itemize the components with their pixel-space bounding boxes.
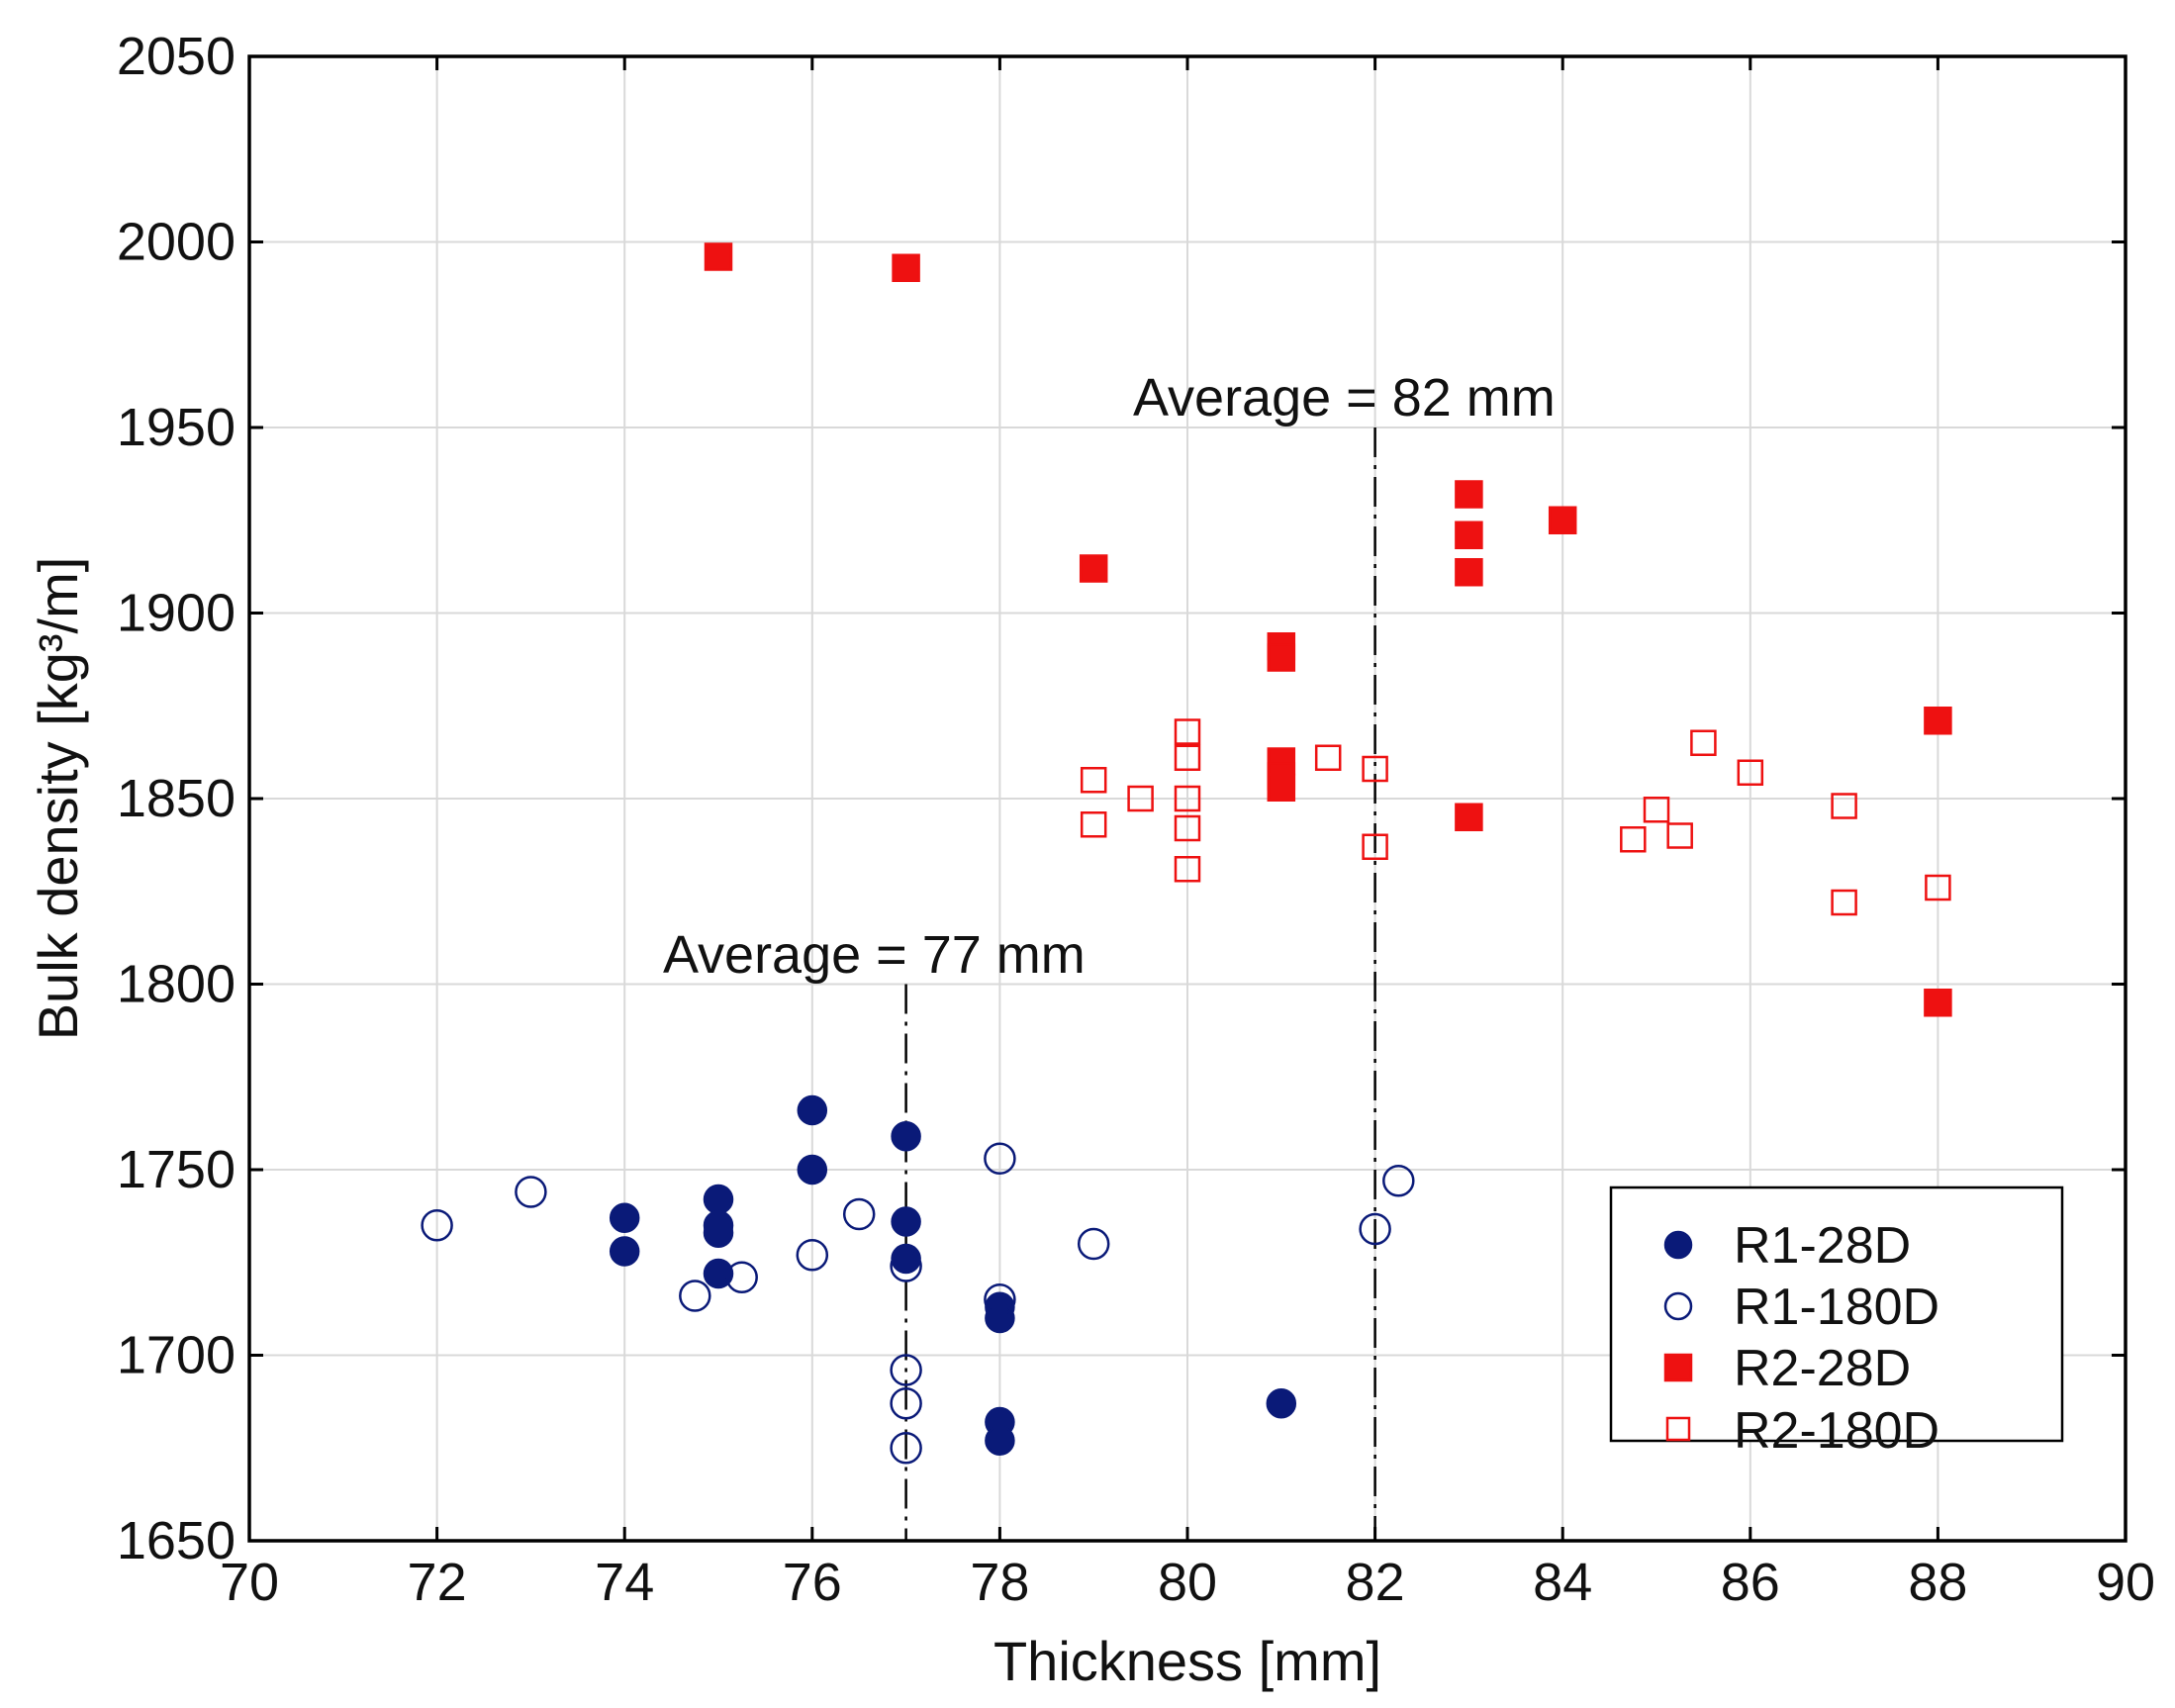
legend-marker-r2-180d bbox=[1665, 1416, 1691, 1442]
point-r1-180d bbox=[984, 1283, 1016, 1316]
x-tick-label: 88 bbox=[1908, 1553, 1967, 1612]
point-r2-180d bbox=[1080, 811, 1107, 838]
point-r1-180d bbox=[890, 1354, 922, 1386]
y-tick-label: 1800 bbox=[117, 955, 236, 1014]
point-r2-28d bbox=[1079, 554, 1108, 583]
point-r1-28d bbox=[891, 1206, 921, 1237]
point-r1-180d bbox=[515, 1176, 547, 1208]
legend-label-r2-180d: R2-180D bbox=[1734, 1402, 1939, 1460]
x-tick-label: 80 bbox=[1158, 1553, 1217, 1612]
point-r2-180d bbox=[1620, 826, 1647, 853]
point-r1-180d bbox=[890, 1250, 922, 1282]
point-r2-28d bbox=[1455, 558, 1483, 587]
legend-marker-r1-28d bbox=[1663, 1230, 1693, 1260]
point-r2-180d bbox=[1831, 793, 1857, 819]
point-r2-180d bbox=[1127, 785, 1154, 812]
point-r2-28d bbox=[1267, 773, 1296, 802]
x-axis-title: Thickness [mm] bbox=[993, 1630, 1381, 1692]
y-tick-label: 2050 bbox=[117, 27, 236, 86]
point-r1-180d bbox=[421, 1209, 453, 1242]
point-r2-180d bbox=[1362, 833, 1388, 860]
legend-marker-r1-180d bbox=[1663, 1291, 1693, 1321]
y-tick-label: 1700 bbox=[117, 1326, 236, 1385]
x-tick-label: 78 bbox=[970, 1553, 1029, 1612]
point-r2-180d bbox=[1831, 889, 1857, 916]
point-r2-180d bbox=[1080, 767, 1107, 794]
point-r1-28d bbox=[1266, 1388, 1297, 1419]
point-r2-28d bbox=[1455, 803, 1483, 831]
point-r1-28d bbox=[891, 1243, 921, 1275]
legend-label-r2-28d: R2-28D bbox=[1734, 1340, 1911, 1397]
point-r1-28d bbox=[703, 1184, 734, 1215]
point-r2-180d bbox=[1737, 759, 1764, 786]
point-r2-28d bbox=[1455, 521, 1483, 549]
point-r2-180d bbox=[1314, 744, 1342, 771]
point-r2-180d bbox=[1174, 856, 1201, 883]
point-r1-180d bbox=[1359, 1212, 1391, 1246]
x-tick-label: 82 bbox=[1346, 1553, 1405, 1612]
data-points bbox=[421, 242, 1952, 1465]
y-tick-label: 2000 bbox=[117, 213, 236, 272]
x-tick-label: 74 bbox=[595, 1553, 654, 1612]
point-r1-28d bbox=[797, 1154, 828, 1186]
average-lines bbox=[904, 427, 1376, 1541]
legend-marker-r2-28d bbox=[1663, 1353, 1693, 1382]
point-r1-28d bbox=[985, 1425, 1015, 1456]
average-annotation-r1: Average = 77 mm bbox=[663, 925, 1086, 985]
point-r1-28d bbox=[703, 1217, 734, 1248]
tick-labels: 70 72 74 76 78 80 82 84 86 88 90 1650 1700 1750 1800 18… bbox=[117, 27, 2155, 1612]
point-r1-180d bbox=[842, 1197, 876, 1231]
x-tick-label: 90 bbox=[2096, 1553, 2155, 1612]
x-tick-label: 84 bbox=[1533, 1553, 1592, 1612]
point-r2-180d bbox=[1174, 718, 1201, 745]
axis-ticks bbox=[247, 54, 2128, 1543]
point-r1-180d bbox=[984, 1142, 1016, 1175]
point-r2-28d bbox=[1924, 989, 1952, 1017]
point-r2-180d bbox=[1174, 785, 1201, 812]
y-tick-label: 1650 bbox=[117, 1511, 236, 1570]
legend-label-r1-180d: R1-180D bbox=[1734, 1279, 1939, 1336]
point-r1-28d bbox=[703, 1258, 734, 1289]
point-r1-180d bbox=[796, 1239, 829, 1272]
point-r2-180d bbox=[1174, 744, 1201, 771]
point-r2-180d bbox=[1690, 729, 1717, 756]
point-r1-28d bbox=[609, 1236, 640, 1267]
point-r1-180d bbox=[890, 1432, 922, 1465]
point-r1-180d bbox=[679, 1280, 711, 1312]
point-r2-180d bbox=[1643, 797, 1670, 823]
point-r1-180d bbox=[1077, 1227, 1110, 1261]
point-r2-28d bbox=[1267, 643, 1296, 672]
x-tick-label: 86 bbox=[1721, 1553, 1780, 1612]
point-r2-28d bbox=[892, 253, 920, 282]
x-tick-label: 72 bbox=[408, 1553, 467, 1612]
y-tick-label: 1750 bbox=[117, 1140, 236, 1199]
legend-label-r1-28d: R1-28D bbox=[1734, 1217, 1911, 1275]
point-r1-28d bbox=[891, 1121, 921, 1152]
point-r2-180d bbox=[1925, 874, 1951, 901]
y-tick-label: 1950 bbox=[117, 398, 236, 457]
point-r1-28d bbox=[797, 1094, 828, 1126]
point-r1-180d bbox=[725, 1261, 758, 1293]
x-tick-label: 76 bbox=[783, 1553, 842, 1612]
point-r1-28d bbox=[609, 1202, 640, 1233]
point-r2-28d bbox=[1924, 707, 1952, 735]
y-tick-label: 1900 bbox=[117, 584, 236, 643]
legend-box bbox=[1609, 1186, 2064, 1443]
point-r1-180d bbox=[890, 1387, 922, 1420]
average-annotation-r2: Average = 82 mm bbox=[1133, 368, 1556, 427]
y-axis-title: Bulk density [kg³/m] bbox=[27, 557, 89, 1041]
point-r2-180d bbox=[1666, 822, 1693, 849]
y-tick-label: 1850 bbox=[117, 769, 236, 828]
point-r2-28d bbox=[1455, 480, 1483, 509]
point-r2-28d bbox=[704, 242, 733, 271]
point-r1-180d bbox=[1382, 1165, 1415, 1197]
x-tick-label: 70 bbox=[220, 1553, 279, 1612]
point-r2-180d bbox=[1362, 755, 1388, 783]
legend: R1-28D R1-180D R2-28D R2-180D bbox=[1609, 1186, 2064, 1460]
annotations: Average = 77 mm Average = 82 mm bbox=[663, 368, 1556, 985]
point-r2-28d bbox=[1548, 506, 1577, 534]
point-r1-28d bbox=[985, 1302, 1015, 1334]
point-r2-180d bbox=[1174, 814, 1201, 842]
